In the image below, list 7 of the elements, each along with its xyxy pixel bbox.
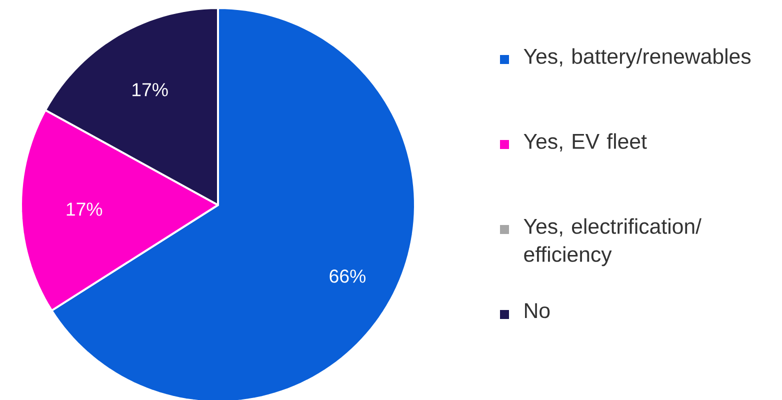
legend-label: No — [525, 303, 550, 318]
legend-label: Yes, electrification/ efficiency — [524, 218, 702, 266]
data-label: 66% — [330, 270, 366, 283]
data-label: 17% — [66, 202, 102, 216]
legend-label: Yes, battery/renewables — [524, 48, 751, 68]
legend-label: Yes, EV fleet — [524, 133, 647, 152]
data-label: 17% — [132, 83, 168, 96]
